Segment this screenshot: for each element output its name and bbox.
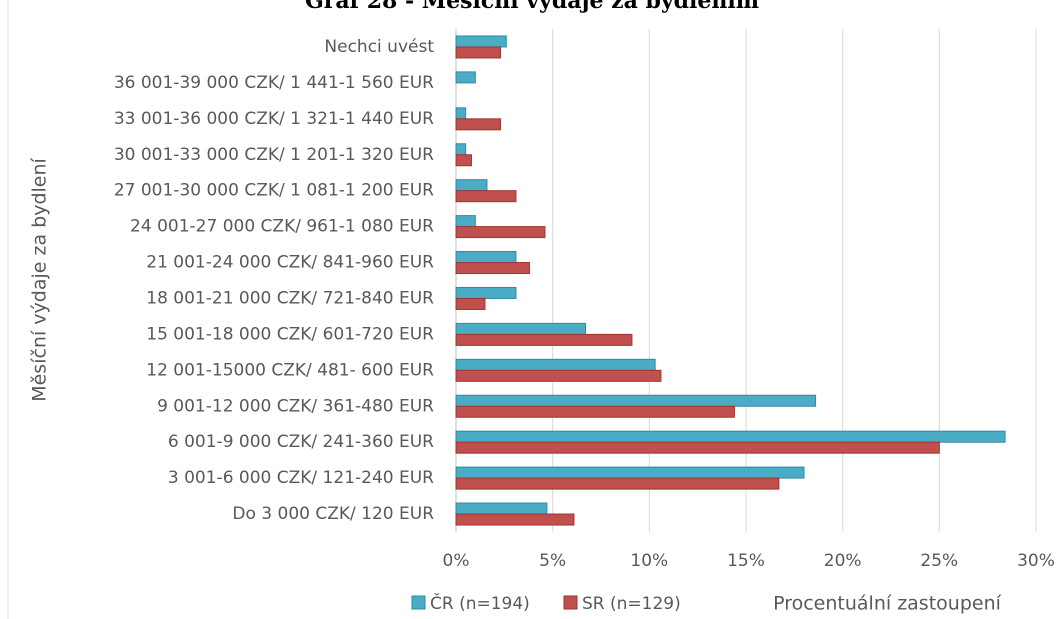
legend-swatch <box>411 595 426 610</box>
y-tick-label: 9 001-12 000 CZK/ 361-480 EUR <box>157 396 434 416</box>
x-tick-label: 25% <box>920 551 958 571</box>
bar <box>455 143 467 156</box>
bar <box>455 215 476 228</box>
y-tick-label: 36 001-39 000 CZK/ 1 441-1 560 EUR <box>114 73 434 93</box>
bar <box>455 226 546 239</box>
bar <box>455 430 1006 443</box>
y-tick-label: 27 001-30 000 CZK/ 1 081-1 200 EUR <box>114 181 434 201</box>
x-axis-title: Procentuální zastoupení <box>773 593 1002 615</box>
bar <box>455 179 488 192</box>
bar <box>455 405 735 418</box>
y-tick-label: 3 001-6 000 CZK/ 121-240 EUR <box>168 468 434 488</box>
legend-swatch <box>563 595 578 610</box>
bar <box>455 466 805 479</box>
bar <box>455 394 817 407</box>
bar <box>455 46 501 59</box>
bar <box>455 71 476 84</box>
y-tick-label: 30 001-33 000 CZK/ 1 201-1 320 EUR <box>114 145 434 165</box>
chart-title: Graf 28 - Měsíční výdaje za bydlením <box>305 0 759 14</box>
x-tick-label: 15% <box>727 551 765 571</box>
bar <box>455 502 548 515</box>
bar <box>455 118 501 131</box>
bar <box>455 477 780 490</box>
bar <box>455 35 507 48</box>
y-tick-label: 33 001-36 000 CZK/ 1 321-1 440 EUR <box>114 109 434 129</box>
x-tick-label: 30% <box>1017 551 1055 571</box>
bar <box>455 358 656 371</box>
y-axis-title: Měsíční výdaje za bydlení <box>29 157 51 401</box>
x-tick-label: 0% <box>443 551 470 571</box>
bar <box>455 251 517 264</box>
legend-label: ČR (n=194) <box>430 592 530 614</box>
bar <box>455 297 486 310</box>
bar <box>455 262 530 275</box>
bar <box>455 441 940 454</box>
bar <box>455 322 587 335</box>
bar <box>455 154 472 167</box>
bar <box>455 513 575 526</box>
y-tick-label: 24 001-27 000 CZK/ 961-1 080 EUR <box>130 217 434 237</box>
y-tick-label: Do 3 000 CZK/ 120 EUR <box>232 504 434 524</box>
y-tick-label: 18 001-21 000 CZK/ 721-840 EUR <box>146 288 434 308</box>
x-tick-label: 5% <box>539 551 566 571</box>
y-tick-label: 15 001-18 000 CZK/ 601-720 EUR <box>146 324 434 344</box>
y-tick-label: 6 001-9 000 CZK/ 241-360 EUR <box>168 432 434 452</box>
x-tick-label: 20% <box>824 551 862 571</box>
bar <box>455 333 633 346</box>
bar <box>455 369 662 382</box>
y-tick-label: 12 001-15000 CZK/ 481- 600 EUR <box>146 360 434 380</box>
bar <box>455 190 517 203</box>
x-tick-label: 10% <box>630 551 668 571</box>
bar <box>455 107 467 120</box>
y-tick-label: Nechci uvést <box>324 37 434 57</box>
legend-label: SR (n=129) <box>582 594 681 614</box>
bar <box>455 286 517 299</box>
y-tick-label: 21 001-24 000 CZK/ 841-960 EUR <box>146 253 434 273</box>
